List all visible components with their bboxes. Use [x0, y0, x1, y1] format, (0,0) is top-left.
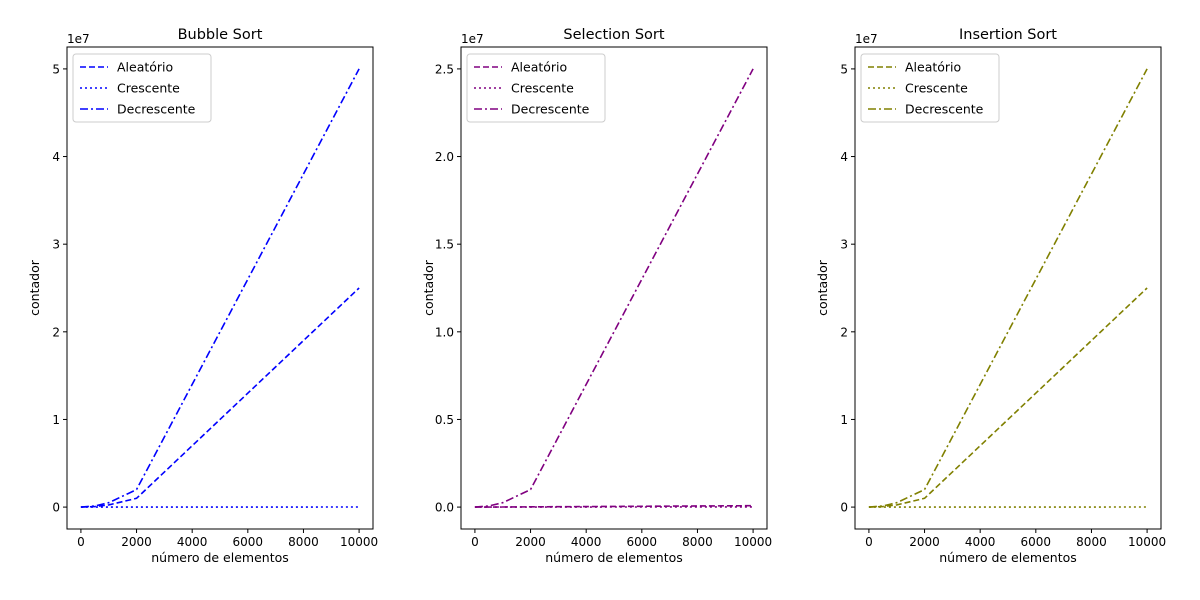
legend-label: Crescente: [905, 81, 968, 96]
x-tick-label: 10000: [1128, 535, 1166, 549]
legend-label: Decrescente: [905, 102, 984, 117]
series-line-aleatório: [80, 287, 360, 508]
chart-title: Bubble Sort: [178, 27, 263, 43]
legend: Aleatório Crescente Decrescente: [860, 53, 1000, 123]
y-tick-label: 2: [52, 325, 60, 339]
chart-panel-2: Selection Sort 0 2000 4000 6000 8000 10000 0.0 0…: [421, 27, 772, 565]
y-tick-label: 5: [52, 62, 60, 76]
y-tick-label: 4: [52, 150, 60, 164]
chart-panel-1: Bubble Sort 0 2000 4000 6000 8000 10000 0 1 2 3 4 5 1…: [27, 27, 378, 565]
y-tick-label: 2.0: [435, 150, 454, 164]
x-axis-label: número de elementos: [545, 550, 683, 565]
series-line-decrescente: [868, 68, 1148, 508]
plot-frame: [460, 46, 768, 530]
y-offset-label: 1e7: [855, 32, 878, 46]
chart-panel-3: Insertion Sort 0 2000 4000 6000 8000 10000 0 1 2 3…: [815, 27, 1166, 565]
x-tick-label: 4000: [965, 535, 996, 549]
legend-label: Aleatório: [905, 60, 961, 75]
series-group: [80, 68, 360, 508]
x-axis-label: número de elementos: [939, 550, 1077, 565]
legend-box: [466, 53, 606, 123]
y-tick-label: 4: [840, 150, 848, 164]
x-tick-label: 0: [471, 535, 479, 549]
legend: Aleatório Crescente Decrescente: [466, 53, 606, 123]
y-tick-label: 1.0: [435, 325, 454, 339]
y-tick-label: 0: [840, 501, 848, 515]
legend-box: [72, 53, 212, 123]
y-tick-label: 1.5: [435, 238, 454, 252]
x-tick-label: 10000: [734, 535, 772, 549]
y-tick-label: 2.5: [435, 62, 454, 76]
x-tick-label: 2000: [909, 535, 940, 549]
legend-label: Aleatório: [511, 60, 567, 75]
plot-frame: [854, 46, 1162, 530]
x-tick-label: 4000: [571, 535, 602, 549]
x-tick-label: 2000: [121, 535, 152, 549]
x-axis-label: número de elementos: [151, 550, 289, 565]
y-tick-label: 2: [840, 325, 848, 339]
y-tick-label: 0: [52, 501, 60, 515]
legend-label: Crescente: [117, 81, 180, 96]
legend-label: Aleatório: [117, 60, 173, 75]
y-tick-label: 3: [52, 238, 60, 252]
x-tick-label: 6000: [1021, 535, 1052, 549]
chart-title: Selection Sort: [563, 27, 664, 43]
y-tick-label: 1: [840, 413, 848, 427]
x-tick-label: 6000: [627, 535, 658, 549]
y-tick-label: 5: [840, 62, 848, 76]
series-group: [868, 68, 1148, 508]
legend-box: [860, 53, 1000, 123]
y-offset-label: 1e7: [67, 32, 90, 46]
x-tick-label: 6000: [233, 535, 264, 549]
legend-label: Decrescente: [511, 102, 590, 117]
series-line-aleatório: [868, 287, 1148, 508]
y-tick-label: 0.5: [435, 413, 454, 427]
series-group: [474, 68, 754, 508]
x-tick-label: 4000: [177, 535, 208, 549]
legend-label: Decrescente: [117, 102, 196, 117]
y-tick-label: 1: [52, 413, 60, 427]
x-tick-label: 0: [865, 535, 873, 549]
chart-title: Insertion Sort: [959, 27, 1057, 43]
y-tick-label: 3: [840, 238, 848, 252]
x-tick-label: 8000: [288, 535, 319, 549]
x-tick-label: 2000: [515, 535, 546, 549]
plot-frame: [66, 46, 374, 530]
y-axis-label: contador: [27, 259, 42, 316]
x-tick-label: 10000: [340, 535, 378, 549]
series-line-decrescente: [474, 68, 754, 508]
x-tick-label: 8000: [1076, 535, 1107, 549]
legend: Aleatório Crescente Decrescente: [72, 53, 212, 123]
series-line-aleatório: [474, 504, 754, 508]
series-line-decrescente: [80, 68, 360, 508]
y-axis-label: contador: [421, 259, 436, 316]
y-tick-label: 0.0: [435, 501, 454, 515]
legend-label: Crescente: [511, 81, 574, 96]
y-axis-label: contador: [815, 259, 830, 316]
x-tick-label: 0: [77, 535, 85, 549]
y-offset-label: 1e7: [461, 32, 484, 46]
x-tick-label: 8000: [682, 535, 713, 549]
